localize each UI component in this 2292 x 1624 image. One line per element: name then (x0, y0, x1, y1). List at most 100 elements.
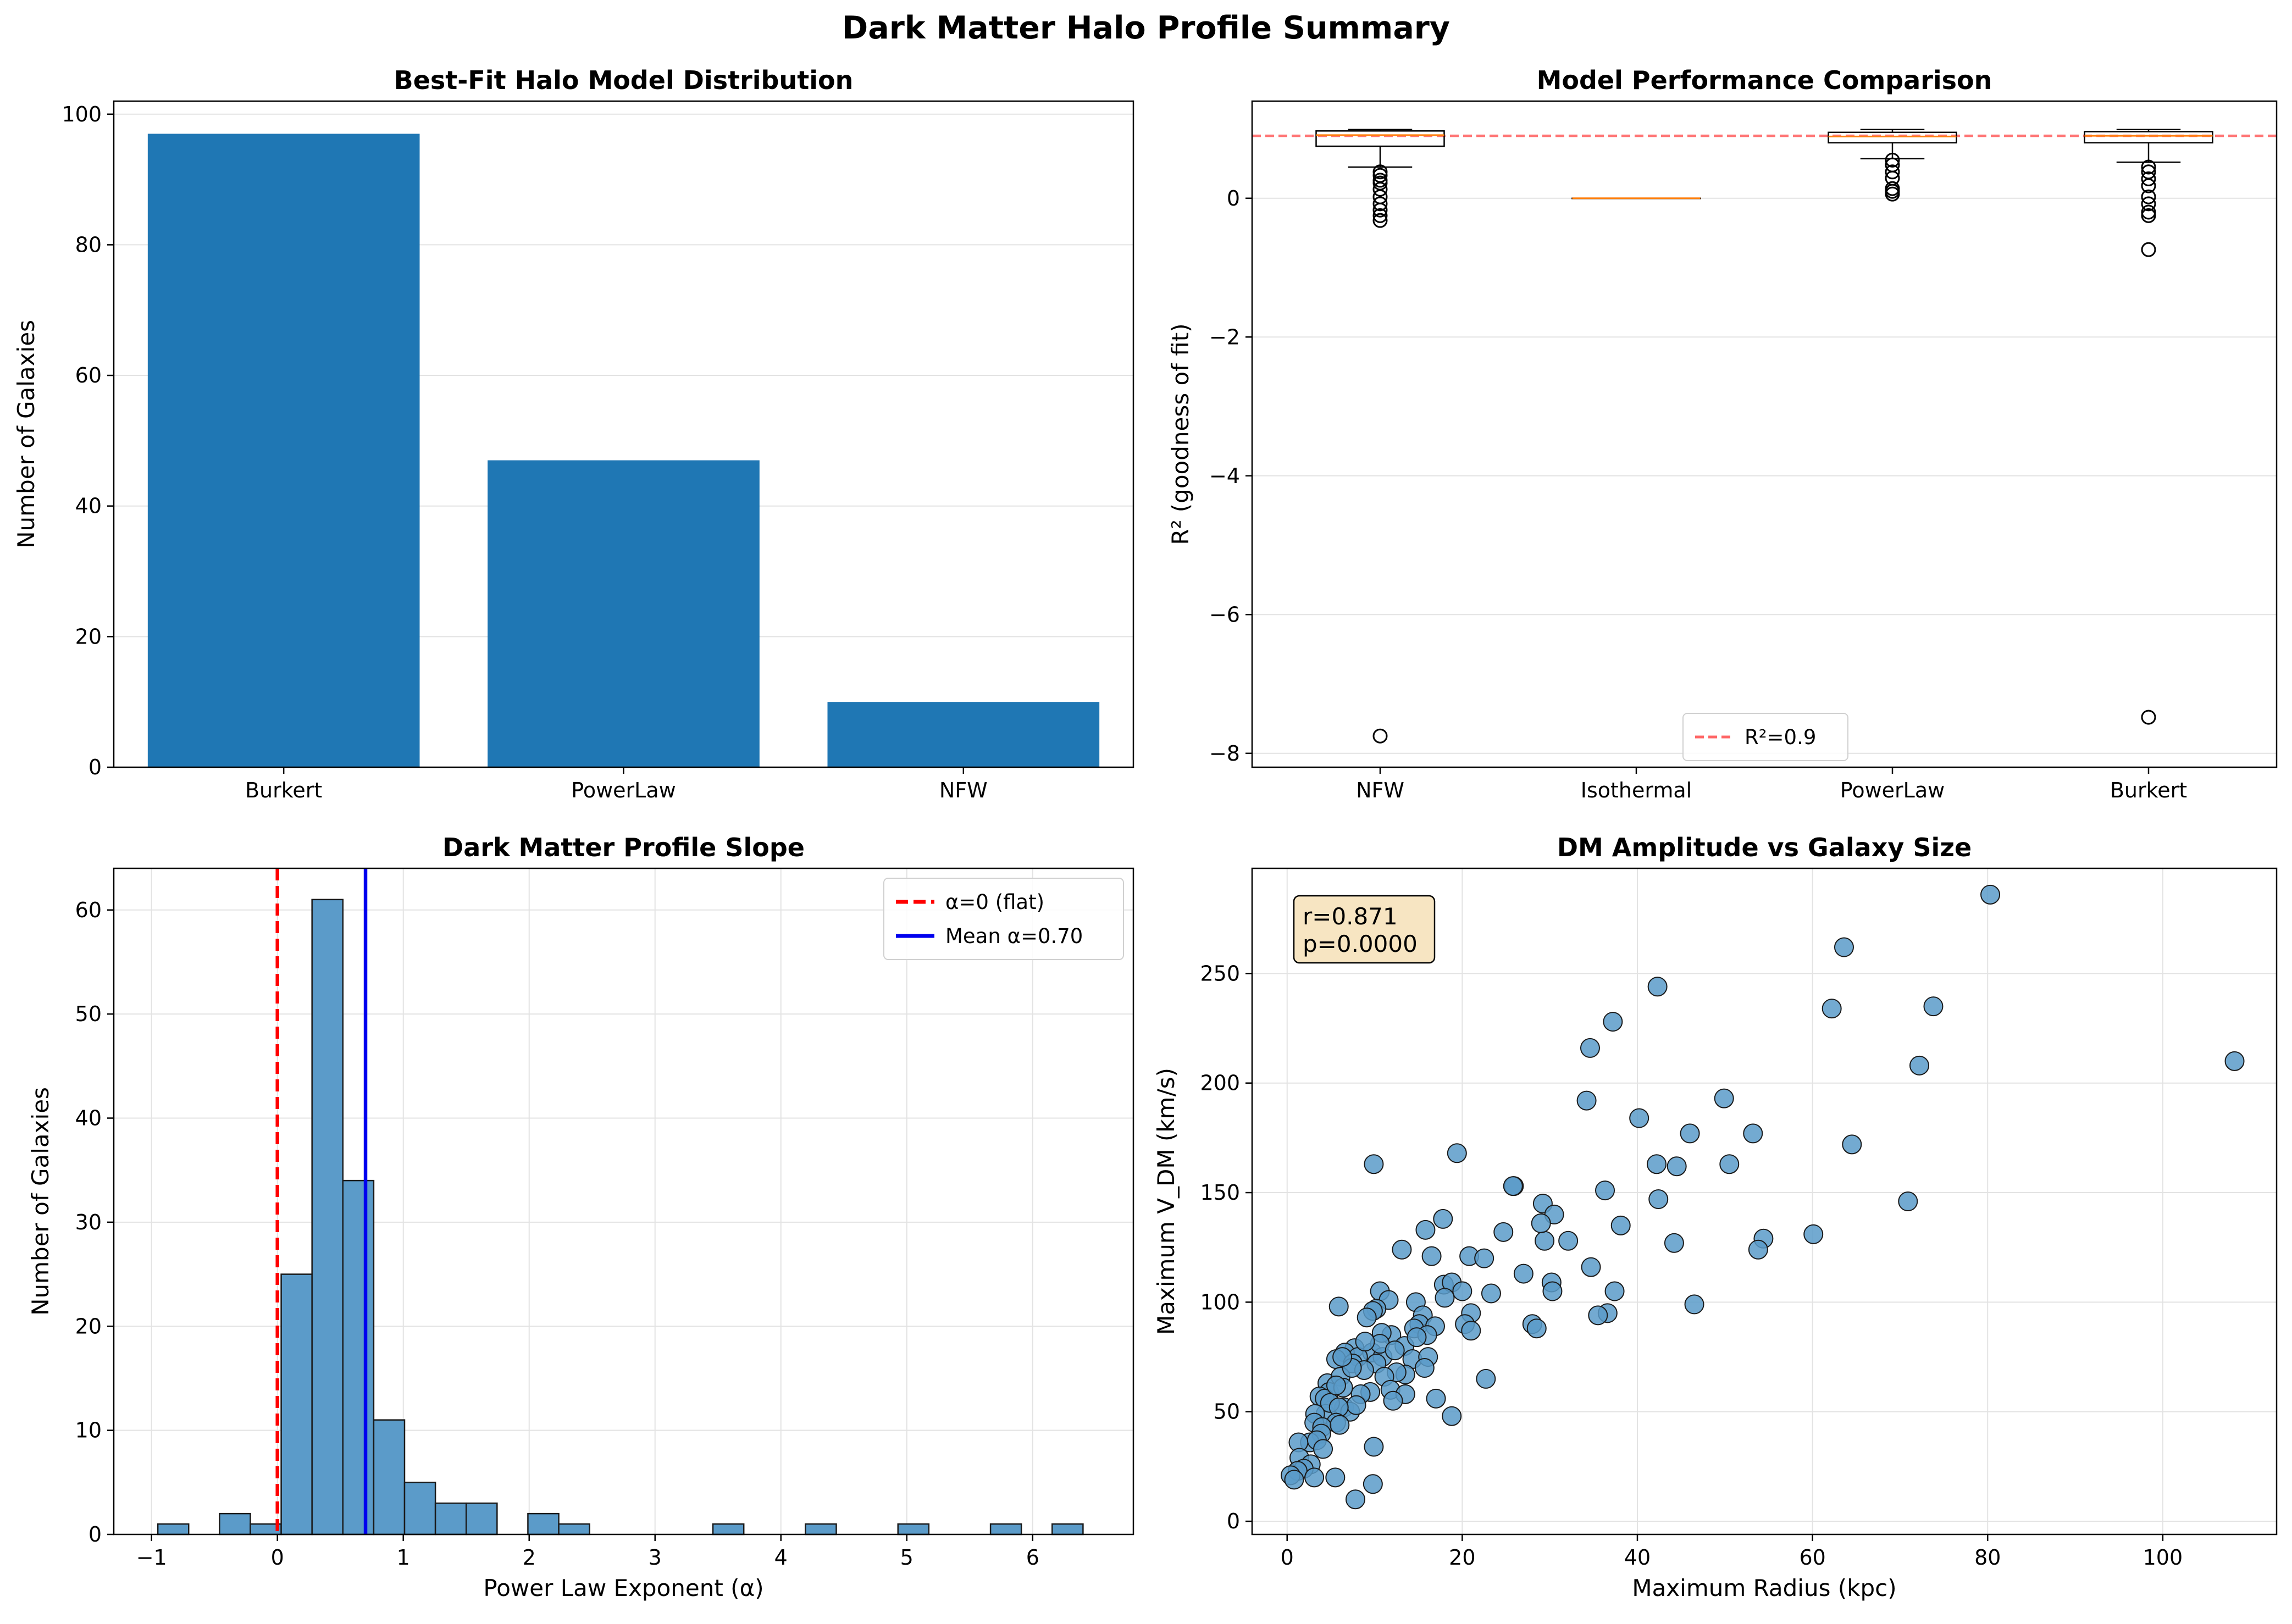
scatter-point (1898, 1191, 1918, 1211)
scatter-point (1461, 1321, 1481, 1341)
stats-annotation-text: r=0.871 (1303, 903, 1398, 930)
scatter-point (1680, 1123, 1700, 1144)
y-tick-label: 30 (75, 1210, 102, 1234)
histogram-bar (280, 1273, 313, 1536)
x-tick-label: 80 (1974, 1545, 2001, 1570)
y-tick-label: 40 (75, 1106, 102, 1130)
scatter-point (1664, 1233, 1684, 1253)
y-tick-label: 100 (1200, 1290, 1240, 1314)
scatter-point (1647, 977, 1668, 997)
x-tick-label: PowerLaw (571, 778, 676, 802)
scatter-point (1980, 884, 2001, 905)
outlier-point (2141, 159, 2156, 175)
histogram-bar (558, 1523, 590, 1536)
outlier-point (1372, 164, 1388, 180)
scatter-point (1383, 1390, 1403, 1411)
histogram-bar (219, 1512, 251, 1536)
scatter-point (1345, 1489, 1365, 1510)
scatter-point (1364, 1154, 1384, 1174)
y-tick-label: 80 (75, 232, 102, 257)
x-tick-label: 100 (2143, 1545, 2183, 1570)
x-tick-label: 0 (1281, 1545, 1294, 1570)
scatter-point (1474, 1248, 1494, 1268)
x-tick-label: 5 (900, 1545, 914, 1570)
histogram-bar (465, 1502, 498, 1536)
y-axis-label: Number of Galaxies (27, 1087, 54, 1316)
outlier-point (2141, 189, 2156, 204)
scatter-point (1719, 1154, 1740, 1174)
x-tick-label: 60 (1799, 1545, 1825, 1570)
outlier-point (2141, 208, 2156, 223)
y-tick-label: 50 (1214, 1400, 1240, 1424)
x-tick-label: NFW (939, 778, 988, 802)
box-body (2084, 131, 2213, 144)
scatter-point (1647, 1154, 1667, 1174)
panel-3: 0 10 20 30 40 50 60 −1 0 1 2 3 4 5 6 Dark Matter Profil… (27, 833, 1134, 1601)
bar-nfw (827, 702, 1100, 767)
histogram-bar (527, 1512, 560, 1536)
legend: α=0 (flat) Mean α=0.70 (883, 878, 1124, 960)
outlier-point (1372, 202, 1388, 218)
scatter-point (1363, 1474, 1383, 1494)
box-body (1315, 130, 1445, 147)
scatter-point (1909, 1055, 1929, 1076)
scatter-point (1581, 1257, 1601, 1277)
scatter-point (1588, 1305, 1608, 1326)
scatter-point (1304, 1467, 1325, 1488)
y-tick-label: 60 (75, 898, 102, 922)
x-tick-label: −1 (136, 1545, 167, 1570)
x-tick-label: Burkert (2110, 778, 2187, 802)
scatter-point (1392, 1239, 1412, 1260)
scatter-point (1803, 1224, 1824, 1244)
scatter-point (1576, 1090, 1597, 1111)
outlier-point (1885, 164, 1900, 180)
scatter-point (1313, 1439, 1333, 1459)
bar-burkert (147, 134, 420, 768)
scatter-point (1452, 1281, 1472, 1301)
histogram-bar (311, 899, 344, 1536)
scatter-point (1433, 1209, 1453, 1229)
x-tick-label: 20 (1449, 1545, 1475, 1570)
scatter-point (1364, 1437, 1384, 1457)
box-body (1828, 131, 1957, 143)
x-tick-label: 2 (523, 1545, 536, 1570)
scatter-point (1580, 1038, 1600, 1058)
scatter-point (1326, 1375, 1346, 1395)
scatter-point (1648, 1189, 1669, 1210)
outlier-point (2141, 178, 2156, 193)
plot-frame (1251, 867, 2278, 1536)
outlier-point (2141, 204, 2156, 220)
scatter-point (1535, 1231, 1555, 1251)
scatter-point (1385, 1340, 1405, 1361)
scatter-point (1435, 1288, 1455, 1308)
outlier-point (2141, 242, 2156, 257)
scatter-point (1595, 1180, 1615, 1201)
stats-annotation-box (1293, 895, 1436, 964)
y-tick-label: 250 (1200, 961, 1240, 985)
histogram-bar (712, 1523, 745, 1536)
y-tick-label: −6 (1209, 602, 1240, 627)
legend-box (1682, 713, 1848, 761)
scatter-point (1503, 1176, 1523, 1196)
scatter-point (1558, 1231, 1579, 1251)
scatter-point (1447, 1143, 1467, 1163)
x-tick-label: 0 (271, 1545, 284, 1570)
x-axis-label: Power Law Exponent (α) (483, 1575, 763, 1601)
outlier-point (1885, 152, 1900, 168)
bar-powerlaw (488, 460, 760, 767)
y-tick-label: 60 (75, 363, 102, 387)
histogram-bar (157, 1523, 190, 1536)
legend: R²=0.9 (1682, 713, 1848, 761)
plot-frame (113, 100, 1134, 768)
outlier-point (1885, 186, 1900, 202)
y-tick-label: 0 (1227, 186, 1240, 210)
outlier-point (2141, 710, 2156, 725)
legend-label: Mean α=0.70 (945, 924, 1083, 948)
y-tick-label: 20 (75, 1314, 102, 1338)
y-tick-label: 150 (1200, 1180, 1240, 1205)
panel-title: Dark Matter Profile Slope (442, 833, 805, 862)
plot-frame (113, 867, 1134, 1536)
outlier-point (1372, 208, 1388, 223)
box-isothermal (1571, 197, 1701, 199)
scatter-point (1610, 1215, 1631, 1235)
